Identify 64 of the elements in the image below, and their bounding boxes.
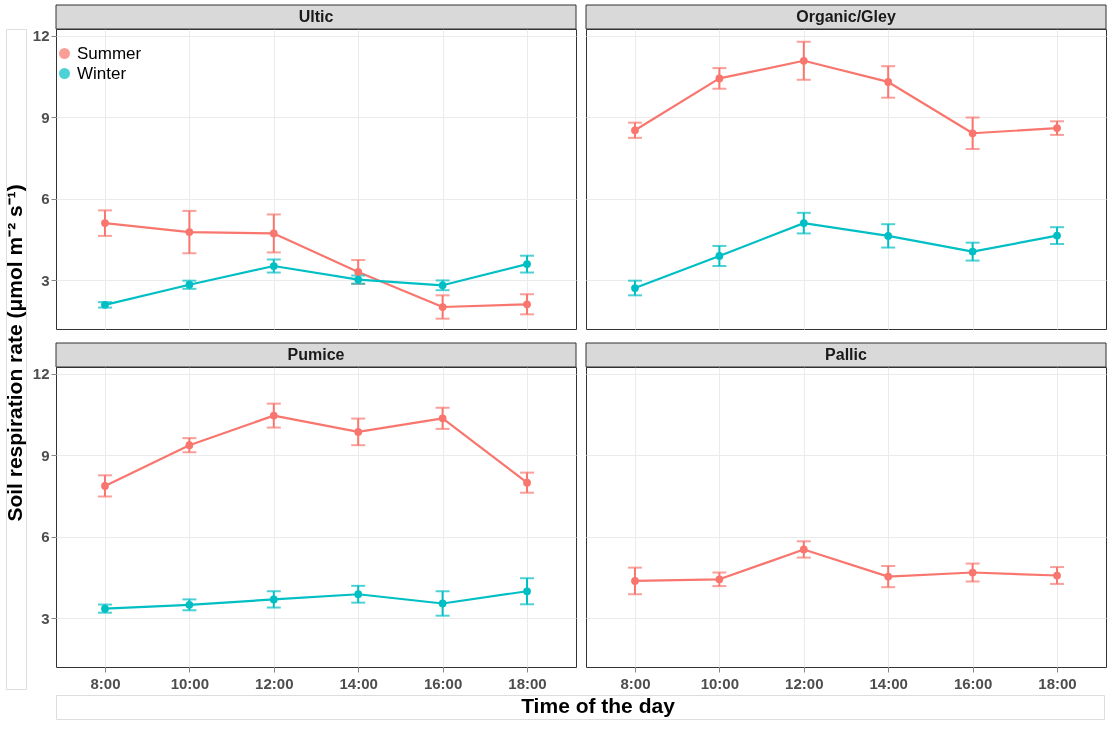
y-axis-title: Soil respiration rate (μmol m⁻² s⁻¹) xyxy=(3,184,26,522)
point xyxy=(523,260,531,268)
y-tick-label: 6 xyxy=(41,528,50,546)
point xyxy=(968,568,977,577)
x-tick-label: 8:00 xyxy=(620,674,651,692)
y-tick-label: 6 xyxy=(41,190,50,208)
point xyxy=(1053,231,1061,240)
point xyxy=(799,545,808,554)
x-tick-label: 12:00 xyxy=(255,674,294,692)
point xyxy=(269,262,278,270)
y-tick-label: 12 xyxy=(32,365,50,383)
point xyxy=(269,595,278,604)
x-tick-label: 14:00 xyxy=(339,674,378,692)
legend-label: Summer xyxy=(77,43,142,63)
point xyxy=(354,428,363,436)
x-tick-label: 18:00 xyxy=(1038,674,1077,692)
point xyxy=(101,482,109,490)
chart-title: Ultic xyxy=(298,8,334,25)
point xyxy=(799,219,808,227)
point xyxy=(968,129,977,138)
y-tick-label: 3 xyxy=(41,609,50,627)
point xyxy=(631,284,639,292)
point xyxy=(354,590,363,599)
point xyxy=(884,78,893,86)
x-tick-label: 10:00 xyxy=(700,674,740,692)
point xyxy=(523,587,531,596)
point xyxy=(438,414,447,423)
y-tick-label: 9 xyxy=(41,446,50,464)
point xyxy=(354,268,363,276)
point xyxy=(799,56,808,65)
point xyxy=(884,232,893,240)
x-axis-title: Time of the day xyxy=(521,694,676,717)
x-tick-label: 8:00 xyxy=(90,674,121,692)
point xyxy=(1053,124,1061,132)
y-tick-label: 12 xyxy=(32,27,50,45)
point xyxy=(631,126,639,135)
point xyxy=(884,572,893,581)
point xyxy=(1053,571,1061,580)
point xyxy=(523,300,531,309)
point xyxy=(438,303,447,311)
legend-label: Winter xyxy=(77,63,127,83)
x-tick-label: 18:00 xyxy=(508,674,547,692)
point xyxy=(715,575,724,584)
point xyxy=(968,247,977,256)
x-tick-label: 16:00 xyxy=(953,674,993,692)
x-tick-label: 14:00 xyxy=(869,674,908,692)
chart-title: Pumice xyxy=(287,346,345,363)
point xyxy=(185,441,194,450)
point xyxy=(715,252,724,260)
y-tick-label: 3 xyxy=(41,271,50,289)
point xyxy=(715,74,724,83)
point xyxy=(269,229,278,238)
point xyxy=(269,411,278,420)
x-tick-label: 12:00 xyxy=(785,674,824,692)
x-tick-label: 16:00 xyxy=(423,674,463,692)
point xyxy=(631,577,639,585)
point xyxy=(185,228,194,236)
point xyxy=(523,478,531,487)
x-tick-label: 10:00 xyxy=(170,674,210,692)
chart-title: Pallic xyxy=(825,346,867,363)
chart-title: Organic/Gley xyxy=(796,8,896,25)
point xyxy=(438,599,447,608)
point xyxy=(101,219,109,227)
y-tick-label: 9 xyxy=(41,108,50,126)
